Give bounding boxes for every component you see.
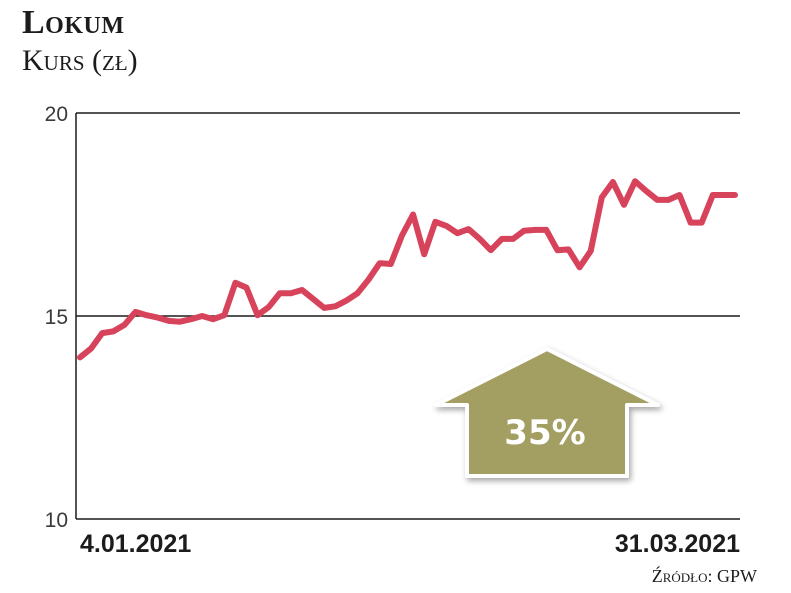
y-tick-label-15: 15 (45, 306, 68, 329)
x-tick-label-start: 4.01.2021 (80, 530, 191, 558)
series-line (77, 178, 738, 361)
y-tick-label-20: 20 (45, 103, 68, 126)
up-arrow-shape (434, 347, 660, 478)
source-note: Źródło: GPW (651, 566, 757, 586)
chart-title: Lokum (22, 4, 125, 41)
y-tick-label-10: 10 (45, 509, 68, 532)
up-arrow-icon (434, 347, 660, 478)
x-tick-label-end: 31.03.2021 (615, 530, 740, 558)
change-percent-label: 35% (504, 413, 585, 453)
chart-subtitle: Kurs (zł) (22, 44, 138, 77)
